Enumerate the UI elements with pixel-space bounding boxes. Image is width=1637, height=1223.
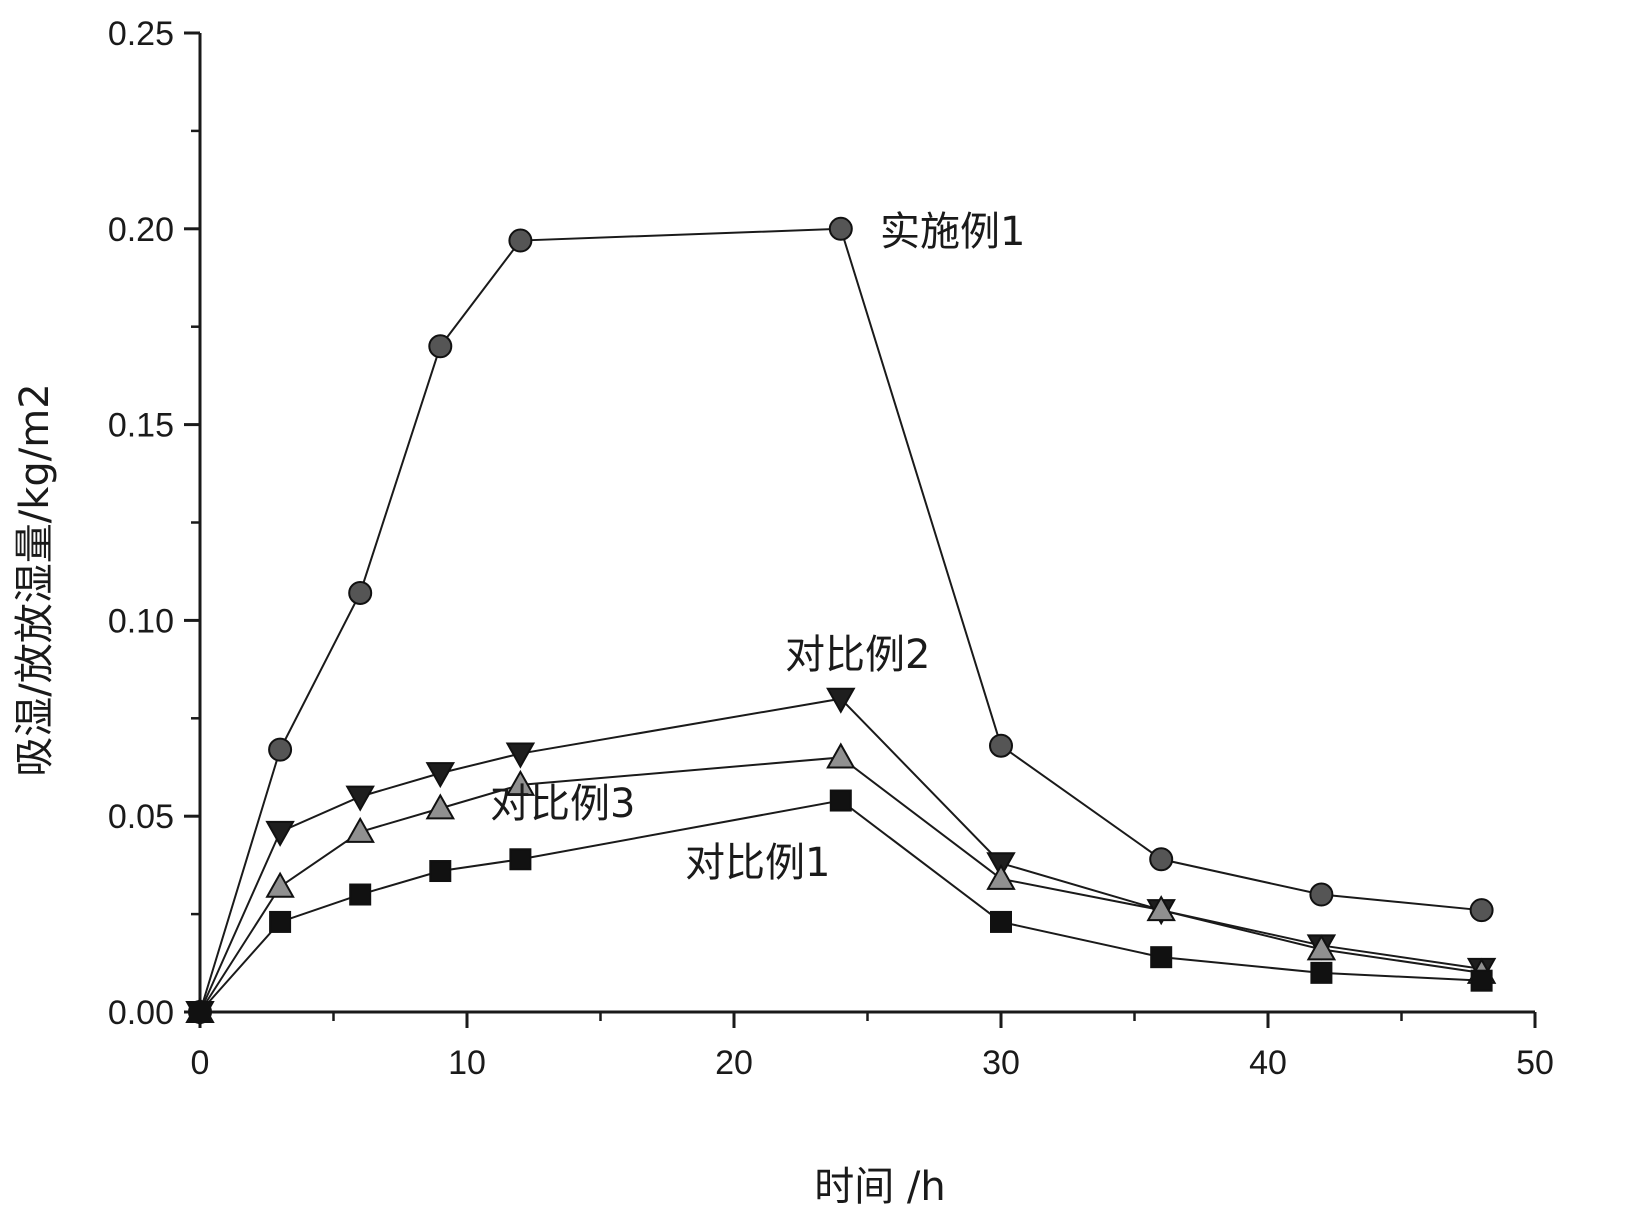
- circle-point: [508, 228, 533, 253]
- square-point: [1470, 969, 1493, 992]
- series-label: 对比例2: [785, 632, 930, 678]
- triangle-up-point: [826, 742, 856, 769]
- triangle-up-point: [986, 863, 1016, 890]
- series-lines: [199, 227, 1482, 1013]
- x-tick-label: 20: [715, 1044, 753, 1082]
- triangle-down-point: [505, 742, 536, 769]
- square-point: [1310, 961, 1333, 984]
- series-line: [199, 227, 1482, 1013]
- series-line: [199, 756, 1482, 1013]
- y-tick-label: 0.15: [108, 407, 174, 445]
- triangle-down-point: [265, 820, 295, 847]
- triangle-up-point: [345, 816, 375, 843]
- circle-point: [268, 737, 293, 762]
- circle-point: [428, 334, 453, 359]
- square-point: [990, 910, 1012, 933]
- x-tick-label: 10: [448, 1044, 486, 1082]
- triangle-down-point: [425, 762, 456, 789]
- y-tick-label: 0.05: [108, 798, 174, 836]
- x-axis-label: 时间 /h: [814, 1164, 946, 1210]
- square-point: [429, 860, 452, 883]
- y-tick-label: 0.25: [108, 15, 174, 53]
- circle-point: [1149, 847, 1174, 872]
- y-axis-label: 吸湿/放放湿量/kg/m2: [12, 383, 58, 776]
- circle-point: [1309, 882, 1334, 907]
- square-point: [349, 883, 372, 906]
- x-tick-label: 0: [191, 1044, 210, 1082]
- triangle-up-point: [265, 871, 295, 898]
- series-label: 对比例3: [490, 781, 635, 827]
- triangle-up-point: [1306, 934, 1337, 961]
- square-point: [829, 789, 852, 812]
- square-point: [189, 1001, 211, 1023]
- circle-point: [828, 216, 853, 241]
- series-line: [199, 799, 1482, 1013]
- circle-point: [348, 580, 373, 605]
- circle-point: [989, 733, 1013, 758]
- x-tick-label: 50: [1516, 1044, 1554, 1082]
- triangle-down-point: [826, 687, 856, 714]
- y-tick-label: 0.20: [108, 211, 174, 249]
- square-point: [509, 848, 532, 871]
- series-line: [199, 697, 1482, 1013]
- series-label: 实施例1: [880, 209, 1025, 255]
- triangle-down-point: [345, 785, 375, 812]
- series-label: 对比例1: [685, 840, 830, 886]
- triangle-up-point: [505, 769, 536, 796]
- series-labels: 实施例1 对比例2 对比例3 对比例1: [490, 209, 1025, 886]
- square-point: [1150, 946, 1173, 969]
- triangle-up-point: [425, 793, 456, 820]
- x-tick-label: 30: [982, 1044, 1020, 1082]
- axes: [198, 33, 1535, 1014]
- y-tick-label: 0.10: [108, 602, 174, 640]
- triangle-up-point: [1146, 895, 1176, 922]
- circle-point: [1469, 898, 1494, 923]
- x-tick-label: 40: [1249, 1044, 1287, 1082]
- ticks: 0 10 20 30 40 50 0.00 0.05 0.10 0.15 0.20 0.25: [108, 15, 1554, 1082]
- y-tick-label: 0.00: [108, 994, 174, 1032]
- series-markers: [185, 216, 1497, 1028]
- square-point: [269, 910, 292, 933]
